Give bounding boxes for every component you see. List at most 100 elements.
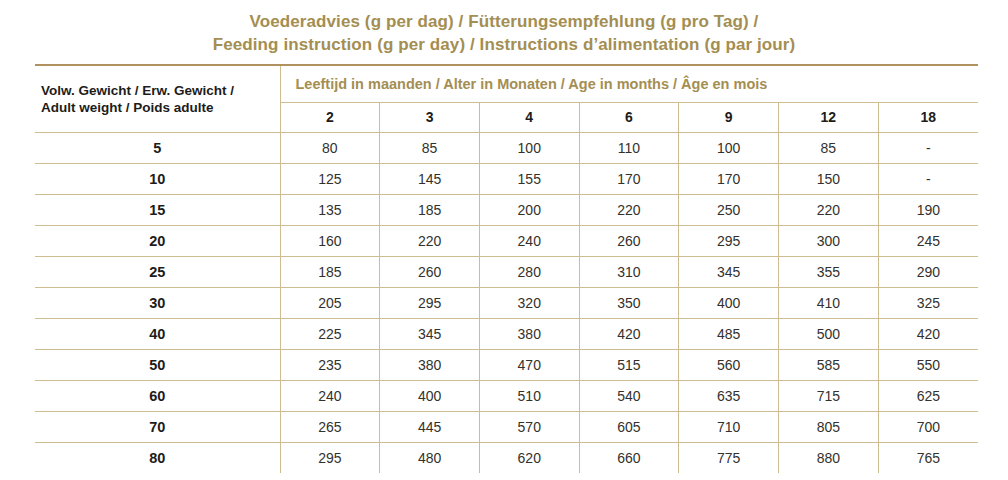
table-row: 20160220240260295300245 [35, 225, 978, 256]
weight-column-header: Volw. Gewicht / Erw. Gewicht / Adult wei… [35, 65, 280, 132]
value-cell: 205 [280, 287, 380, 318]
weight-header-line-2: Adult weight / Poids adulte [41, 99, 280, 116]
table-header-row-group: Volw. Gewicht / Erw. Gewicht / Adult wei… [35, 65, 978, 102]
table-row: 30205295320350400410325 [35, 287, 978, 318]
value-cell: 300 [779, 225, 879, 256]
value-cell: 240 [280, 380, 380, 411]
age-group-header: Leeftijd in maanden / Alter in Monaten /… [280, 65, 978, 102]
value-cell: 145 [380, 163, 480, 194]
title-line-1: Voederadvies (g per dag) / Fütterungsemp… [0, 10, 1008, 33]
value-cell: 235 [280, 349, 380, 380]
value-cell: 710 [679, 411, 779, 442]
value-cell: 310 [579, 256, 679, 287]
feeding-table-body: 5808510011010085-10125145155170170150-15… [35, 132, 978, 473]
table-row: 5808510011010085- [35, 132, 978, 163]
value-cell: 250 [679, 194, 779, 225]
value-cell: 765 [878, 442, 978, 473]
table-row: 15135185200220250220190 [35, 194, 978, 225]
feeding-guide-page: Voederadvies (g per dag) / Fütterungsemp… [0, 0, 1008, 480]
age-column-header: 3 [380, 102, 480, 132]
weight-cell: 5 [35, 132, 280, 163]
value-cell: 485 [679, 318, 779, 349]
value-cell: 135 [280, 194, 380, 225]
value-cell: 160 [280, 225, 380, 256]
value-cell: 480 [380, 442, 480, 473]
weight-cell: 25 [35, 256, 280, 287]
value-cell: 260 [579, 225, 679, 256]
weight-cell: 40 [35, 318, 280, 349]
value-cell: 715 [779, 380, 879, 411]
value-cell: 85 [779, 132, 879, 163]
value-cell: 805 [779, 411, 879, 442]
value-cell: 775 [679, 442, 779, 473]
value-cell: 550 [878, 349, 978, 380]
value-cell: 510 [479, 380, 579, 411]
value-cell: 220 [380, 225, 480, 256]
value-cell: 185 [280, 256, 380, 287]
weight-cell: 80 [35, 442, 280, 473]
value-cell: 290 [878, 256, 978, 287]
table-row: 80295480620660775880765 [35, 442, 978, 473]
value-cell: 515 [579, 349, 679, 380]
age-column-header: 9 [679, 102, 779, 132]
value-cell: 110 [579, 132, 679, 163]
value-cell: 635 [679, 380, 779, 411]
value-cell: 185 [380, 194, 480, 225]
value-cell: 585 [779, 349, 879, 380]
value-cell: - [878, 132, 978, 163]
weight-cell: 70 [35, 411, 280, 442]
feeding-table: Volw. Gewicht / Erw. Gewicht / Adult wei… [35, 64, 978, 473]
weight-cell: 60 [35, 380, 280, 411]
table-row: 25185260280310345355290 [35, 256, 978, 287]
value-cell: 560 [679, 349, 779, 380]
value-cell: 260 [380, 256, 480, 287]
value-cell: 540 [579, 380, 679, 411]
value-cell: 660 [579, 442, 679, 473]
value-cell: 880 [779, 442, 879, 473]
age-column-header: 6 [579, 102, 679, 132]
table-row: 10125145155170170150- [35, 163, 978, 194]
value-cell: 155 [479, 163, 579, 194]
weight-cell: 20 [35, 225, 280, 256]
value-cell: 170 [579, 163, 679, 194]
value-cell: 295 [280, 442, 380, 473]
value-cell: 190 [878, 194, 978, 225]
value-cell: 295 [679, 225, 779, 256]
value-cell: 380 [479, 318, 579, 349]
table-row: 60240400510540635715625 [35, 380, 978, 411]
value-cell: 350 [579, 287, 679, 318]
age-column-header: 2 [280, 102, 380, 132]
table-row: 40225345380420485500420 [35, 318, 978, 349]
value-cell: 700 [878, 411, 978, 442]
age-column-header: 4 [479, 102, 579, 132]
value-cell: 625 [878, 380, 978, 411]
page-title: Voederadvies (g per dag) / Fütterungsemp… [0, 0, 1008, 56]
value-cell: 325 [878, 287, 978, 318]
weight-cell: 30 [35, 287, 280, 318]
value-cell: 280 [479, 256, 579, 287]
value-cell: 150 [779, 163, 879, 194]
value-cell: 500 [779, 318, 879, 349]
value-cell: 80 [280, 132, 380, 163]
weight-cell: 15 [35, 194, 280, 225]
value-cell: 410 [779, 287, 879, 318]
value-cell: 220 [779, 194, 879, 225]
title-line-2: Feeding instruction (g per day) / Instru… [0, 33, 1008, 56]
value-cell: 605 [579, 411, 679, 442]
age-column-header: 18 [878, 102, 978, 132]
table-row: 70265445570605710805700 [35, 411, 978, 442]
value-cell: 100 [679, 132, 779, 163]
value-cell: 445 [380, 411, 480, 442]
value-cell: 100 [479, 132, 579, 163]
value-cell: 380 [380, 349, 480, 380]
value-cell: 355 [779, 256, 879, 287]
value-cell: 400 [380, 380, 480, 411]
value-cell: 85 [380, 132, 480, 163]
value-cell: 245 [878, 225, 978, 256]
table-row: 50235380470515560585550 [35, 349, 978, 380]
value-cell: 265 [280, 411, 380, 442]
value-cell: 220 [579, 194, 679, 225]
weight-cell: 50 [35, 349, 280, 380]
value-cell: 320 [479, 287, 579, 318]
value-cell: 170 [679, 163, 779, 194]
